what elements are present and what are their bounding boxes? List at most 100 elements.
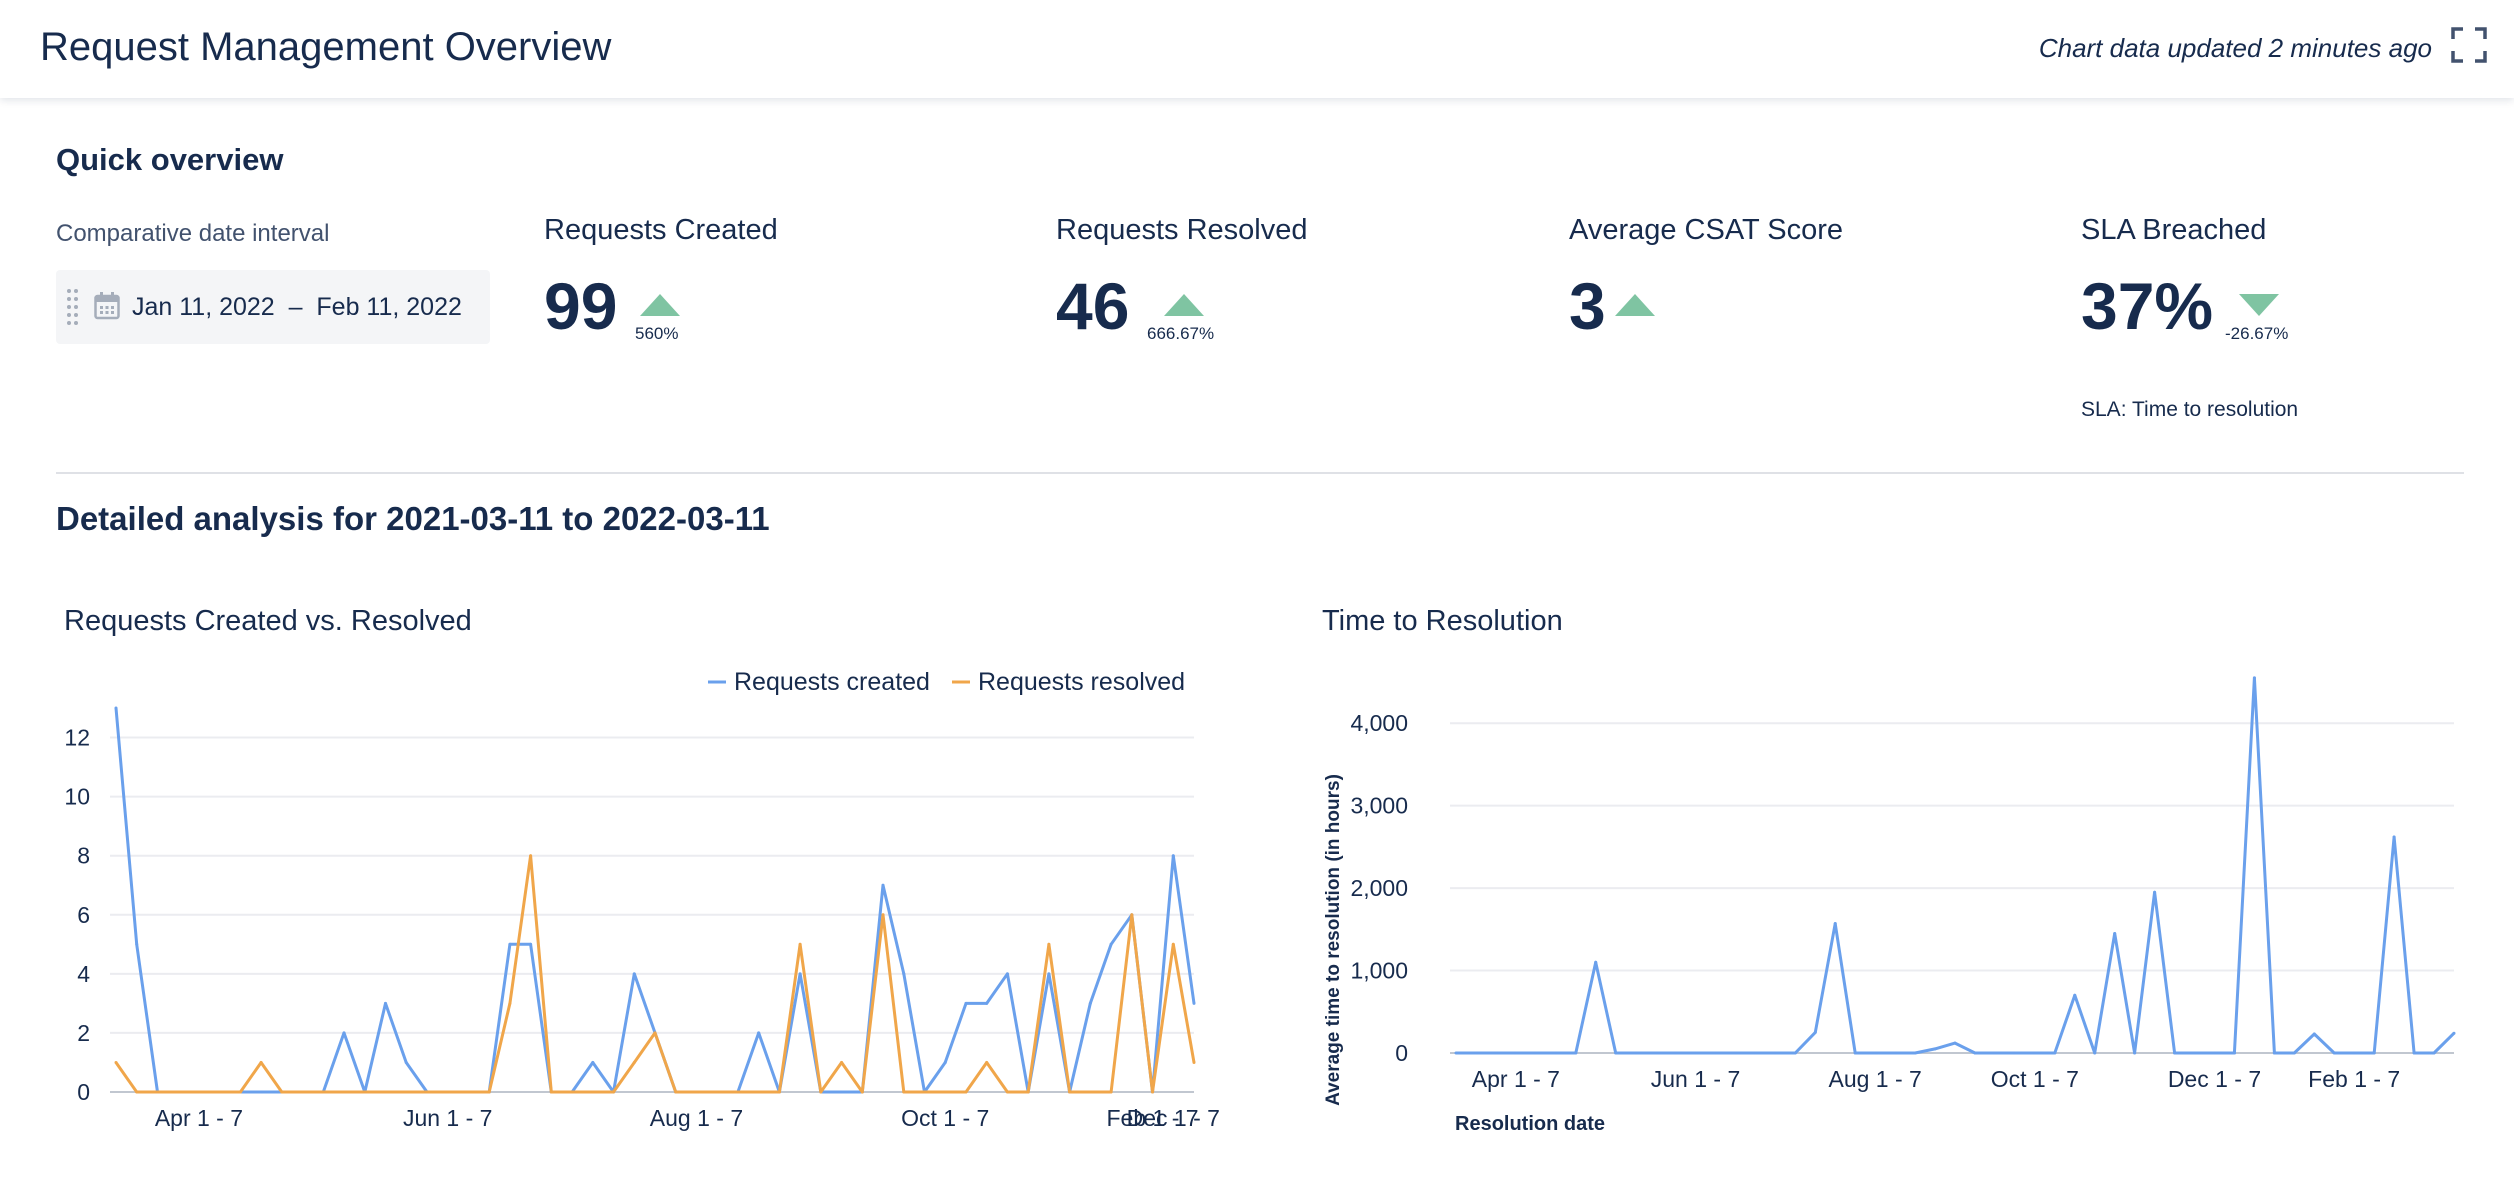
x-tick-label: Feb 1 - 7: [1107, 1105, 1199, 1131]
data-point: [2332, 1051, 2336, 1055]
drag-handle-icon[interactable]: [66, 288, 80, 328]
data-point: [280, 1090, 284, 1094]
data-point: [549, 1090, 553, 1094]
data-point: [1514, 1051, 1518, 1055]
data-point: [840, 1060, 844, 1064]
data-point: [2452, 1031, 2456, 1035]
trend-up-icon: [640, 294, 680, 316]
x-tick-label: Feb 1 - 7: [2308, 1066, 2400, 1092]
trend-up-icon: [1164, 294, 1204, 316]
data-point: [1793, 1051, 1797, 1055]
data-point: [1973, 1051, 1977, 1055]
data-point: [819, 1090, 823, 1094]
data-point: [632, 972, 636, 976]
data-point: [197, 1090, 201, 1094]
data-point: [529, 942, 533, 946]
data-point: [1005, 972, 1009, 976]
data-point: [1151, 1090, 1155, 1094]
data-point: [943, 1060, 947, 1064]
data-point: [301, 1090, 305, 1094]
data-point: [446, 1090, 450, 1094]
data-point: [259, 1060, 263, 1064]
data-point: [135, 1090, 139, 1094]
data-point: [2113, 931, 2117, 935]
metric-label: Requests Resolved: [1056, 214, 1308, 246]
data-point: [757, 1031, 761, 1035]
data-point: [2073, 993, 2077, 997]
data-point: [155, 1090, 159, 1094]
detailed-analysis-title: Detailed analysis for 2021-03-11 to 2022…: [56, 500, 770, 537]
data-point: [238, 1090, 242, 1094]
y-axis-title: Average time to resolution (in hours): [1323, 774, 1344, 1106]
data-point: [2412, 1051, 2416, 1055]
x-tick-label: Dec 1 - 7: [1127, 1105, 1220, 1131]
metric-requests-resolved: Requests Resolved 46 666.67%: [1056, 214, 1476, 434]
data-point: [1634, 1051, 1638, 1055]
data-point: [902, 972, 906, 976]
metric-value: 37%: [2081, 269, 2214, 343]
data-point: [2312, 1032, 2316, 1036]
data-point: [114, 706, 118, 710]
data-point: [2053, 1051, 2057, 1055]
data-point: [508, 942, 512, 946]
x-tick-label: Aug 1 - 7: [650, 1105, 743, 1131]
date-range-picker[interactable]: Jan 11, 2022 – Feb 11, 2022: [56, 270, 490, 344]
time-to-resolution-chart: 0 1,000 2,000 3,000 4,000 Apr 1 - 7 Jun 1 - 7 A…: [1323, 676, 2456, 1135]
metric-change: -26.67%: [2225, 324, 2289, 343]
data-point: [2133, 1051, 2137, 1055]
metric-change: 666.67%: [1147, 324, 1215, 343]
data-point: [2292, 1051, 2296, 1055]
data-point: [1005, 1090, 1009, 1094]
data-point: [1130, 913, 1134, 917]
data-point: [860, 1090, 864, 1094]
data-point: [2193, 1051, 2197, 1055]
data-point: [342, 1090, 346, 1094]
quick-overview-title: Quick overview: [56, 142, 284, 177]
metric-csat-score: Average CSAT Score 3: [1569, 214, 1989, 434]
fullscreen-icon: [2451, 27, 2487, 63]
data-point: [2173, 1051, 2177, 1055]
y-tick-label: 4: [77, 961, 90, 987]
data-point: [632, 1060, 636, 1064]
data-point: [1047, 942, 1051, 946]
created-vs-resolved-chart: 0 2 4 6 8 10 12 Apr 1 - 7 Jun 1 - 7 Aug 1 - 7 Oct …: [64, 668, 1220, 1131]
data-point: [881, 913, 885, 917]
data-point: [1733, 1051, 1737, 1055]
metric-change: 560%: [635, 324, 679, 343]
data-point: [2272, 1051, 2276, 1055]
data-point: [964, 1090, 968, 1094]
metric-label: Requests Created: [544, 214, 778, 246]
data-point: [2093, 1051, 2097, 1055]
data-point: [1192, 1060, 1196, 1064]
fullscreen-button[interactable]: [2450, 26, 2488, 64]
y-tick-label: 10: [64, 784, 90, 810]
data-point: [943, 1090, 947, 1094]
sla-note: SLA: Time to resolution: [2081, 398, 2299, 421]
data-point: [1913, 1051, 1917, 1055]
data-point: [404, 1090, 408, 1094]
data-point: [2372, 1051, 2376, 1055]
data-point: [1614, 1051, 1618, 1055]
data-point: [2153, 890, 2157, 894]
data-point: [1813, 1030, 1817, 1034]
data-point: [1953, 1041, 1957, 1045]
data-point: [570, 1090, 574, 1094]
data-point: [2212, 1051, 2216, 1055]
data-point: [2252, 676, 2256, 680]
x-tick-label: Jun 1 - 7: [1651, 1066, 1741, 1092]
data-point: [1853, 1051, 1857, 1055]
data-point: [777, 1090, 781, 1094]
data-point: [529, 854, 533, 858]
data-point: [1694, 1051, 1698, 1055]
data-point: [798, 972, 802, 976]
data-point: [1474, 1051, 1478, 1055]
metric-label: Average CSAT Score: [1569, 214, 1844, 246]
y-tick-label: 3,000: [1350, 793, 1408, 819]
y-tick-label: 2,000: [1350, 875, 1408, 901]
y-tick-label: 1,000: [1350, 958, 1408, 984]
data-point: [342, 1031, 346, 1035]
data-point: [1554, 1051, 1558, 1055]
data-point: [218, 1090, 222, 1094]
data-point: [384, 1090, 387, 1094]
data-point: [757, 1090, 761, 1094]
